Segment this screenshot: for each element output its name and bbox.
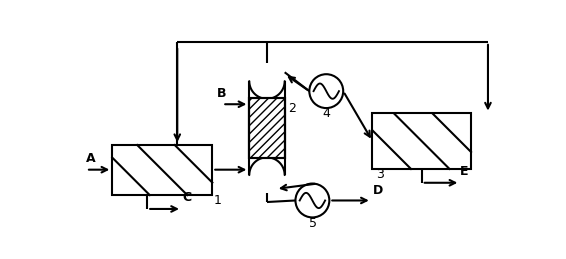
- Text: E: E: [460, 165, 469, 178]
- Bar: [249, 98, 285, 158]
- Text: C: C: [182, 191, 191, 204]
- Bar: [249, 98, 285, 158]
- Bar: [249, 81, 285, 175]
- Text: D: D: [372, 184, 383, 197]
- Bar: [372, 113, 471, 169]
- Text: 2: 2: [289, 102, 297, 115]
- Text: 4: 4: [323, 107, 331, 120]
- Text: 1: 1: [214, 194, 222, 207]
- Text: B: B: [217, 87, 226, 99]
- Bar: [112, 145, 212, 195]
- Text: 3: 3: [376, 168, 384, 181]
- Text: 5: 5: [308, 217, 316, 230]
- Text: A: A: [86, 152, 96, 165]
